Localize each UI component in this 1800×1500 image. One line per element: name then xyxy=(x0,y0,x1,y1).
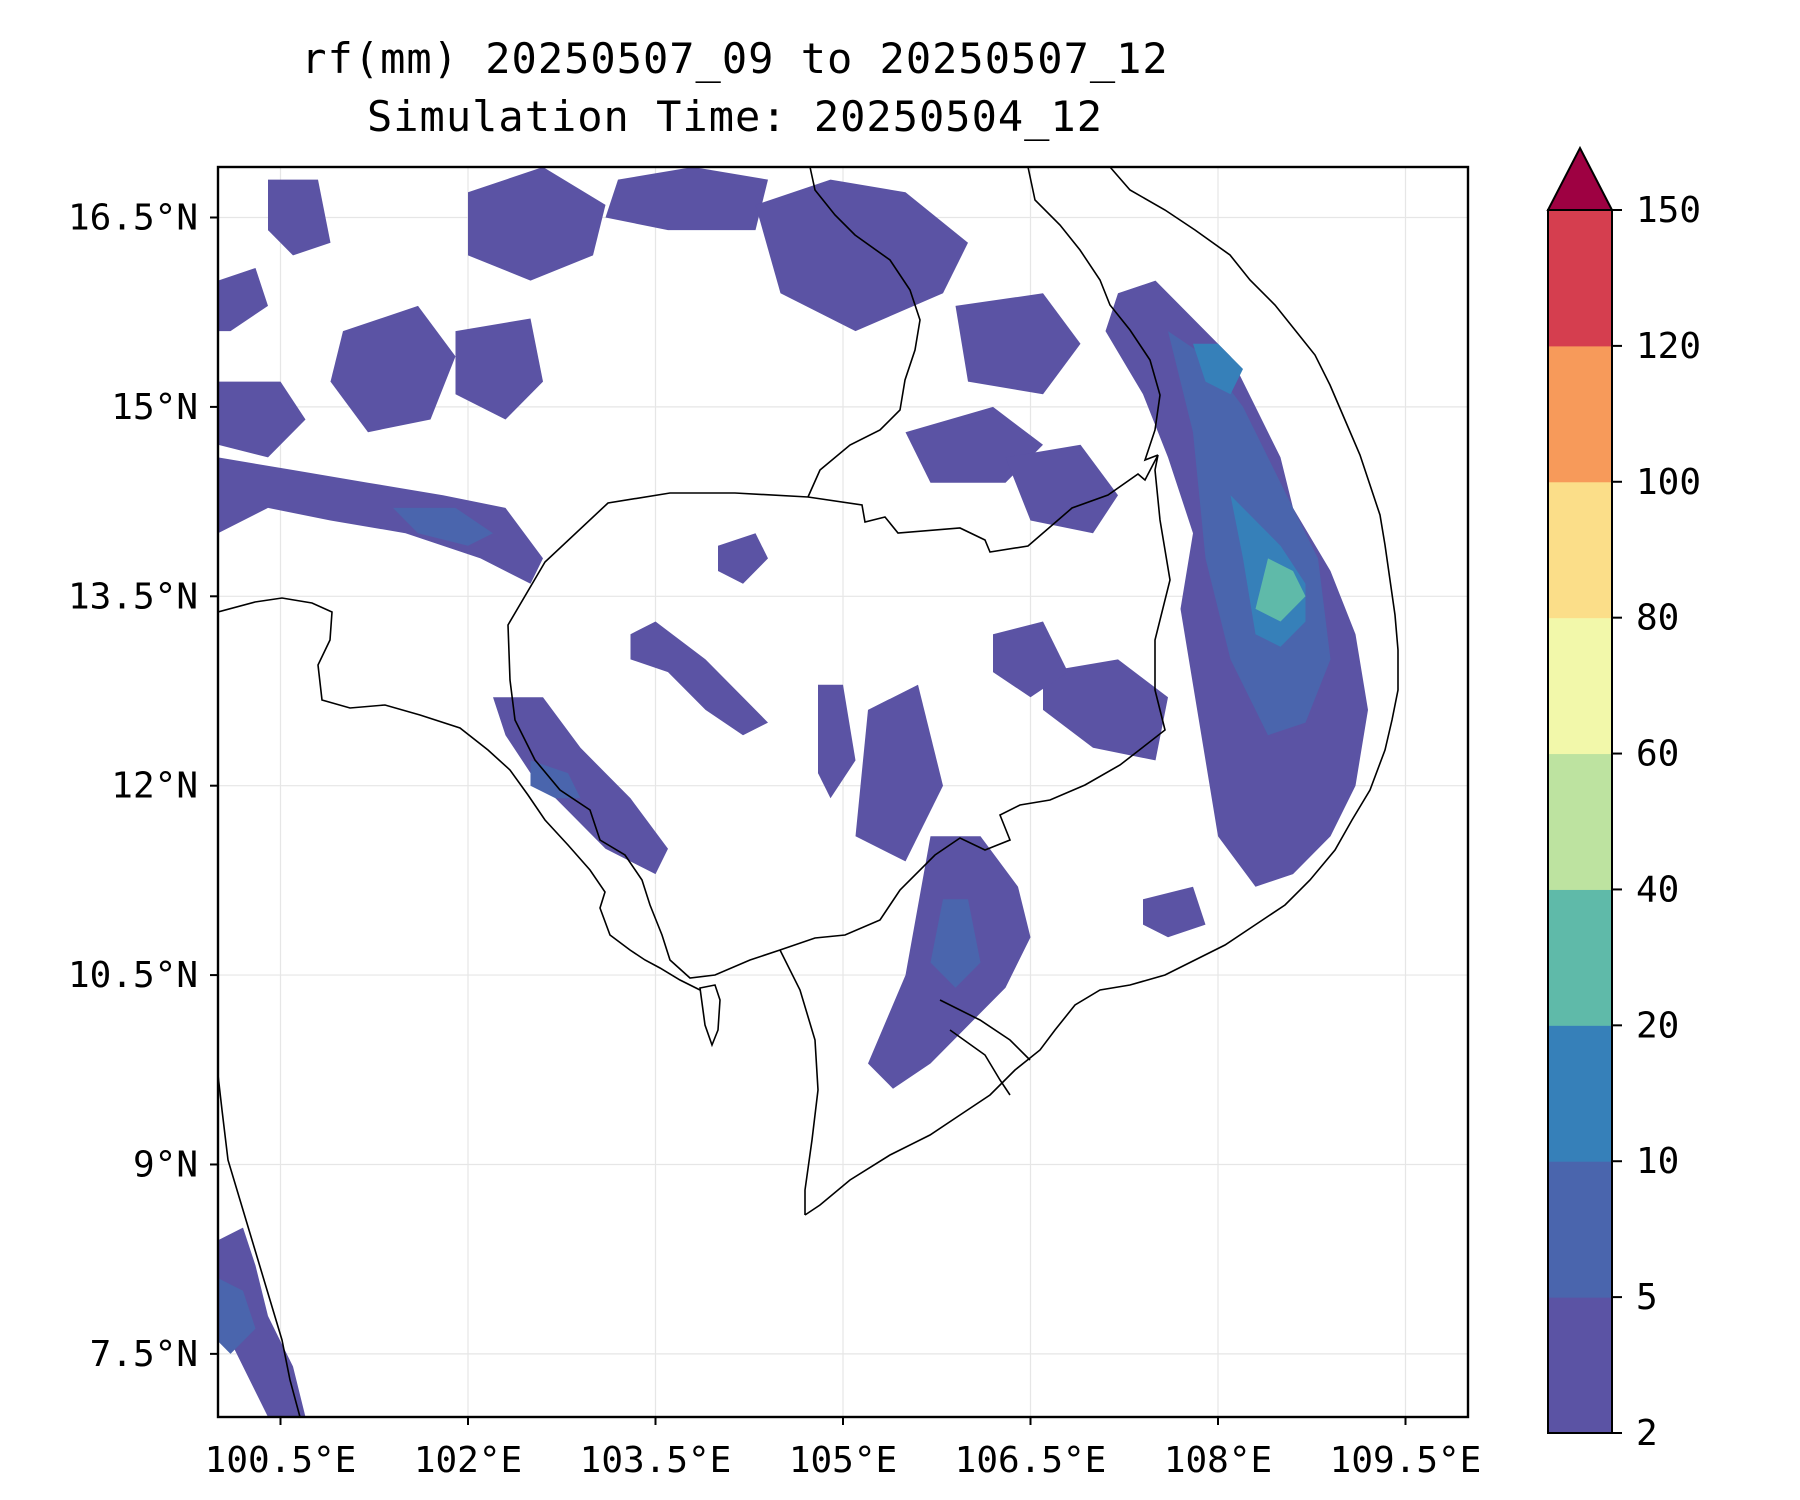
vietnam-coast xyxy=(804,167,1399,1216)
mekong-river-1 xyxy=(939,999,1031,1061)
latitude-axis: 16.5°N 15°N 13.5°N 12°N 10.5°N 9°N 7.5°N xyxy=(68,198,218,1375)
colorbar-segment xyxy=(1548,1161,1612,1298)
lat-tick-label: 16.5°N xyxy=(68,198,198,239)
colorbar-tick-label: 120 xyxy=(1636,326,1701,367)
colorbar-tick-label: 10 xyxy=(1636,1141,1679,1182)
rain-area-north-patch-2 xyxy=(330,305,456,433)
colorbar-frame xyxy=(1547,209,1613,1434)
lat-tick-label: 10.5°N xyxy=(68,955,198,996)
lon-tick-label: 102°E xyxy=(414,1440,522,1481)
colorbar-segment xyxy=(1548,345,1612,483)
colorbar-tick-label: 60 xyxy=(1636,734,1679,775)
rain-area-cardamom-coast xyxy=(493,697,668,875)
laos-vietnam-border xyxy=(1027,167,1161,462)
rain-area-north-patch-1 xyxy=(268,179,331,256)
lon-tick-label: 106.5°E xyxy=(955,1440,1107,1481)
colorbar-segment xyxy=(1548,1297,1612,1434)
rain-area-west-patch-1 xyxy=(218,381,306,458)
lat-tick-label: 12°N xyxy=(111,766,198,807)
rain-area-west-patch-2 xyxy=(218,268,268,332)
rain-area-central-streak-3 xyxy=(718,533,768,584)
rain-area-tonle-sap-band xyxy=(630,621,768,736)
colorbar-extend-arrow xyxy=(1546,145,1614,211)
rain-area-north-patch-9 xyxy=(1005,444,1118,534)
colorbar-tick-label: 80 xyxy=(1636,598,1679,639)
colorbar-segment xyxy=(1548,210,1612,347)
colorbar-tick-label: 5 xyxy=(1636,1277,1658,1318)
colorbar-segment xyxy=(1548,753,1612,890)
colorbar-tick-label: 20 xyxy=(1636,1005,1679,1046)
rain-area-central-streak-2 xyxy=(855,684,943,862)
thailand-coast xyxy=(218,597,701,991)
colorbar-segment xyxy=(1548,889,1612,1026)
laos-cambodia-border xyxy=(807,167,921,498)
lat-tick-label: 13.5°N xyxy=(68,576,198,617)
rainfall-contours xyxy=(218,167,1368,1417)
rain-area-central-highlands-peak-2 xyxy=(1255,558,1306,622)
rain-area-central-highlands-north xyxy=(1193,343,1243,395)
longitude-axis: 100.5°E 102°E 103.5°E 105°E 106.5°E 108°E 109.… xyxy=(205,1417,1482,1481)
rain-area-north-patch-6 xyxy=(755,179,968,332)
rain-area-east-cambodia-patch xyxy=(1043,659,1168,761)
title-line-2: Simulation Time: 20250504_12 xyxy=(366,92,1103,141)
mekong-river-2 xyxy=(949,1029,1011,1096)
rain-area-se-vietnam-patch xyxy=(1143,886,1206,938)
rain-area-north-patch-5 xyxy=(605,167,768,231)
lat-tick-label: 15°N xyxy=(111,387,198,428)
lon-tick-label: 103.5°E xyxy=(580,1440,732,1481)
colorbar-segment xyxy=(1548,617,1612,755)
rain-area-nw-band xyxy=(218,457,543,584)
colorbar-segment xyxy=(1548,481,1612,619)
mekong-delta-border xyxy=(779,949,819,1215)
colorbar-tick-label: 2 xyxy=(1636,1413,1658,1454)
rain-area-north-patch-4 xyxy=(468,167,606,281)
rain-area-malay-peninsula xyxy=(218,1227,306,1417)
lon-tick-label: 105°E xyxy=(789,1440,897,1481)
rain-area-malay-peninsula-core xyxy=(218,1278,256,1354)
lat-tick-label: 9°N xyxy=(133,1144,198,1185)
thailand-east-coast xyxy=(218,1074,301,1417)
map-title: rf(mm) 20250507_09 to 20250507_12 Simula… xyxy=(0,30,1470,146)
rain-area-central-streak-1 xyxy=(818,684,856,799)
lat-tick-label: 7.5°N xyxy=(90,1334,198,1375)
phu-quoc-island xyxy=(699,984,721,1048)
colorbar-tick-label: 100 xyxy=(1636,462,1701,503)
rain-area-delta-band-core xyxy=(930,899,981,988)
lon-tick-label: 108°E xyxy=(1164,1440,1272,1481)
colorbar: 2 5 10 20 40 60 80 100 120 150 xyxy=(1546,145,1701,1454)
colorbar-tick-label: 40 xyxy=(1636,869,1679,910)
colorbar-tick-label: 150 xyxy=(1636,190,1701,231)
coastlines-borders xyxy=(218,167,1399,1417)
title-line-1: rf(mm) 20250507_09 to 20250507_12 xyxy=(301,34,1169,83)
rain-area-north-patch-7 xyxy=(955,293,1081,395)
rain-area-north-patch-3 xyxy=(455,318,543,420)
lon-tick-label: 100.5°E xyxy=(205,1440,357,1481)
cambodia-border xyxy=(507,454,1171,979)
rain-area-east-cambodia-patch-2 xyxy=(993,621,1068,698)
colorbar-segment xyxy=(1548,1025,1612,1162)
rain-area-nw-band-core xyxy=(393,507,493,546)
lon-tick-label: 109.5°E xyxy=(1330,1440,1482,1481)
